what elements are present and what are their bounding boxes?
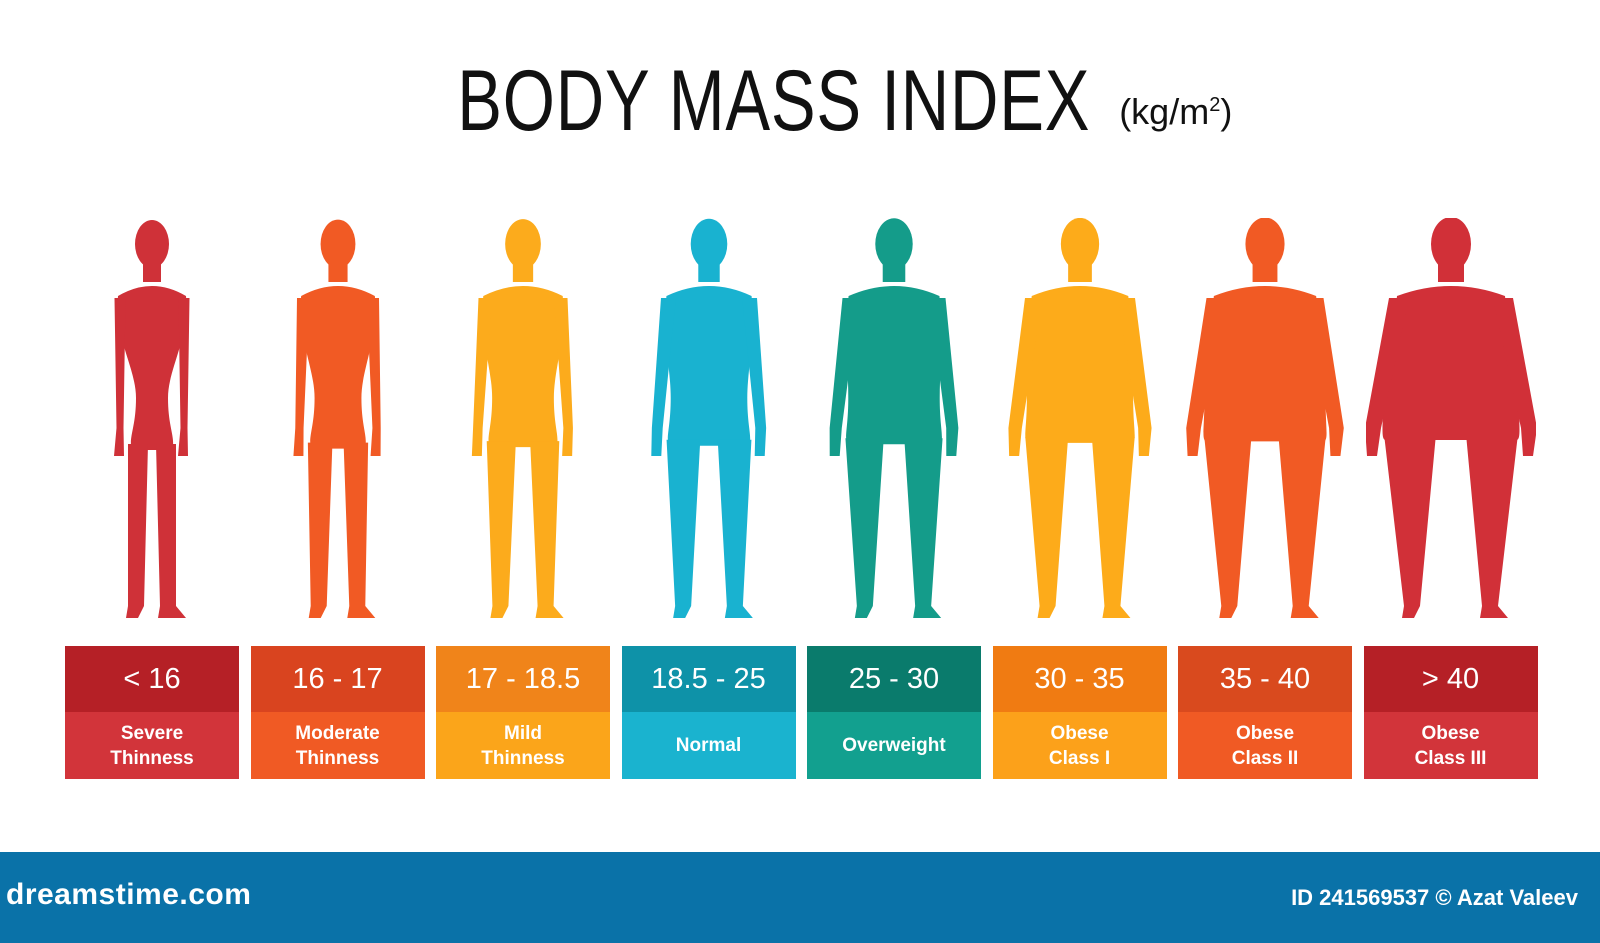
- bmi-category-card: 30 - 35 Obese Class I: [992, 646, 1167, 779]
- bmi-category-label: Obese Class I: [992, 712, 1167, 779]
- bmi-category-label: Overweight: [807, 712, 981, 779]
- bmi-category-card: 25 - 30 Overweight: [807, 646, 981, 779]
- brand-logo: dreamstime.com: [6, 878, 252, 911]
- bmi-range-value: 16 - 17: [250, 646, 425, 712]
- bmi-category-label-text: Obese Class II: [1231, 722, 1299, 769]
- body-silhouette-icon: [114, 220, 190, 618]
- body-silhouette-icon: [292, 219, 381, 618]
- body-silhouette-icon: [650, 218, 766, 618]
- footer-bar: dreamstime.com ID 241569537 © Azat Valee…: [0, 852, 1600, 943]
- bmi-range-value: 30 - 35: [992, 646, 1167, 712]
- bmi-range-value: < 16: [65, 646, 239, 712]
- title-block: BODY MASS INDEX (kg/m2): [0, 58, 1600, 144]
- page-title: BODY MASS INDEX: [456, 53, 1090, 149]
- bmi-category-card: 18.5 - 25 Normal: [621, 646, 796, 779]
- bmi-range-value: 35 - 40: [1178, 646, 1352, 712]
- bmi-range-value: 25 - 30: [807, 646, 981, 712]
- bmi-category-label-text: Severe Thinness: [110, 722, 194, 769]
- bmi-range-value: 18.5 - 25: [621, 646, 796, 712]
- body-silhouette-icon: [829, 218, 959, 618]
- bmi-category-label-text: Normal: [675, 735, 742, 756]
- bmi-category-card: 35 - 40 Obese Class II: [1178, 646, 1352, 779]
- bmi-category-label-text: Obese Class III: [1414, 722, 1487, 769]
- bmi-category-label-text: Moderate Thinness: [295, 722, 380, 769]
- bmi-category-card: < 16 Severe Thinness: [65, 646, 239, 779]
- bmi-range-value: 17 - 18.5: [436, 646, 610, 712]
- bmi-category-label-text: Overweight: [842, 735, 946, 756]
- bmi-category-label-text: Obese Class I: [1048, 722, 1111, 769]
- silhouette-row: [114, 218, 1536, 618]
- bmi-category-card: 16 - 17 Moderate Thinness: [250, 646, 425, 779]
- bmi-category-label: Severe Thinness: [65, 712, 239, 779]
- bmi-category-label-text: Mild Thinness: [481, 722, 565, 769]
- body-silhouette-icon: [1186, 218, 1344, 618]
- bmi-category-label: Obese Class II: [1178, 712, 1352, 779]
- bmi-category-card: > 40 Obese Class III: [1363, 646, 1538, 779]
- bmi-range-value: > 40: [1363, 646, 1538, 712]
- body-silhouette-icon: [1007, 218, 1152, 618]
- body-silhouette-icon: [1365, 218, 1536, 618]
- bmi-category-label: Normal: [621, 712, 796, 779]
- body-silhouette-icon: [471, 219, 573, 618]
- bmi-category-label: Mild Thinness: [436, 712, 610, 779]
- bmi-category-label: Obese Class III: [1363, 712, 1538, 779]
- unit-label: (kg/m2): [1119, 91, 1233, 132]
- bmi-category-card: 17 - 18.5 Mild Thinness: [436, 646, 610, 779]
- bmi-category-label: Moderate Thinness: [250, 712, 425, 779]
- image-credit: ID 241569537 © Azat Valeev: [1291, 885, 1578, 910]
